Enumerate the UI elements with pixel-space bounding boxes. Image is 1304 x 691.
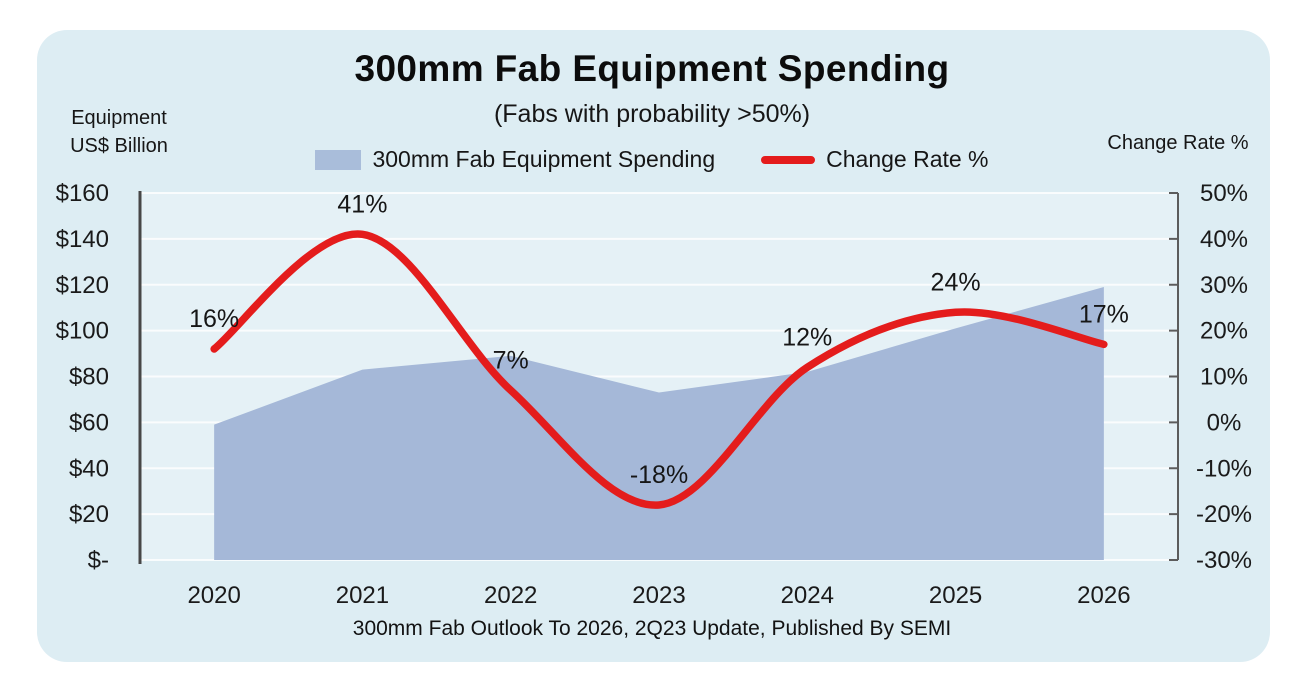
change-rate-line [210,230,1108,509]
left-axis-tick-label: $- [88,547,109,574]
data-label: 16% [189,305,239,333]
area-series [214,287,1104,560]
data-label: -18% [630,461,688,489]
left-axis-tick-label: $120 [56,272,109,299]
data-label: 41% [337,190,387,218]
right-axis-title: Change Rate % [1107,132,1249,154]
data-label: 17% [1079,300,1129,328]
x-axis-label: 2023 [632,582,685,609]
left-axis-title-line2: US$ Billion [70,135,168,157]
legend-label-spending: 300mm Fab Equipment Spending [372,146,716,172]
left-axis-tick-label: $20 [69,501,109,528]
left-axis-title: Equipment US$ Billion [40,104,198,160]
line-series-swatch [761,155,816,164]
left-axis-tick-label: $160 [56,180,109,207]
x-axis-label: 2026 [1077,582,1130,609]
legend-label-change-rate: Change Rate % [826,146,989,172]
legend: 300mm Fab Equipment Spending Change Rate… [0,146,1304,173]
right-axis-tick-label: 50% [1200,180,1248,207]
x-axis-label: 2025 [929,582,982,609]
chart-subtitle: (Fabs with probability >50%) [493,100,811,128]
left-axis-tick-label: $40 [69,455,109,482]
right-axis-tick-label: -20% [1196,501,1252,528]
x-axis-label: 2024 [781,582,834,609]
left-axis-tick-label: $140 [56,226,109,253]
right-axis-tick-label: 0% [1207,409,1242,436]
left-axis-tick-label: $100 [56,318,109,345]
right-axis-tick-label: 10% [1200,364,1248,391]
data-label: 7% [493,346,529,374]
left-axis-tick-label: $80 [69,364,109,391]
right-axis-tick-label: -10% [1196,455,1252,482]
data-label: 12% [782,323,832,351]
right-axis-tick-label: -30% [1196,547,1252,574]
chart-title: 300mm Fab Equipment Spending [354,48,950,89]
area-series-swatch [315,149,362,170]
right-axis-tick-label: 30% [1200,272,1248,299]
right-axis-tick-label: 20% [1200,318,1248,345]
right-axis-tick-label: 40% [1200,226,1248,253]
x-axis-label: 2022 [484,582,537,609]
x-axis-label: 2020 [187,582,240,609]
chart-caption: 300mm Fab Outlook To 2026, 2Q23 Update, … [352,617,952,640]
x-axis-label: 2021 [336,582,389,609]
left-axis-tick-label: $60 [69,409,109,436]
left-axis-title-line1: Equipment [71,107,167,129]
legend-item-change-rate: Change Rate % [761,146,989,173]
data-label: 24% [931,268,981,296]
legend-item-spending: 300mm Fab Equipment Spending [315,146,715,173]
